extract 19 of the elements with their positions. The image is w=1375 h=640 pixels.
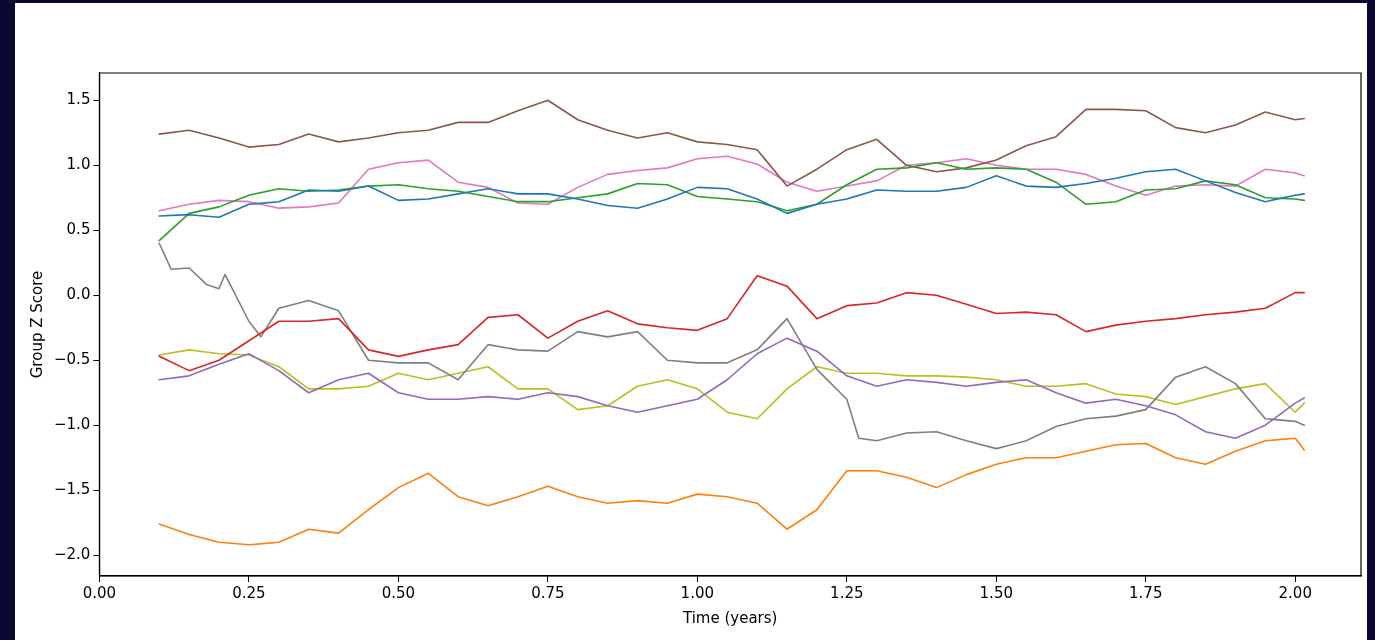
y-tick-label: 1.5	[66, 90, 91, 109]
y-tick-label: −2.0	[53, 545, 91, 564]
y-tick-label: −1.0	[53, 415, 91, 434]
y-tick-label: 0.5	[66, 220, 91, 239]
x-tick-label: 1.50	[979, 583, 1013, 602]
x-tick-label: 1.75	[1129, 583, 1163, 602]
x-tick-label: 1.25	[830, 583, 864, 602]
y-tick-label: −0.5	[53, 350, 91, 369]
x-tick-label: 0.75	[531, 583, 565, 602]
x-tick-label: 1.00	[680, 583, 715, 602]
x-tick-label: 0.00	[82, 583, 117, 602]
x-tick-label: 2.00	[1278, 583, 1312, 602]
y-axis-title: Group Z Score	[27, 270, 46, 379]
x-tick-label: 0.50	[381, 583, 416, 602]
y-tick-label: 1.0	[66, 155, 91, 174]
y-tick-label: −1.5	[53, 480, 91, 499]
x-axis-title: Time (years)	[681, 608, 778, 627]
x-tick-label: 0.25	[232, 583, 266, 602]
y-tick-label: 0.0	[66, 285, 91, 304]
